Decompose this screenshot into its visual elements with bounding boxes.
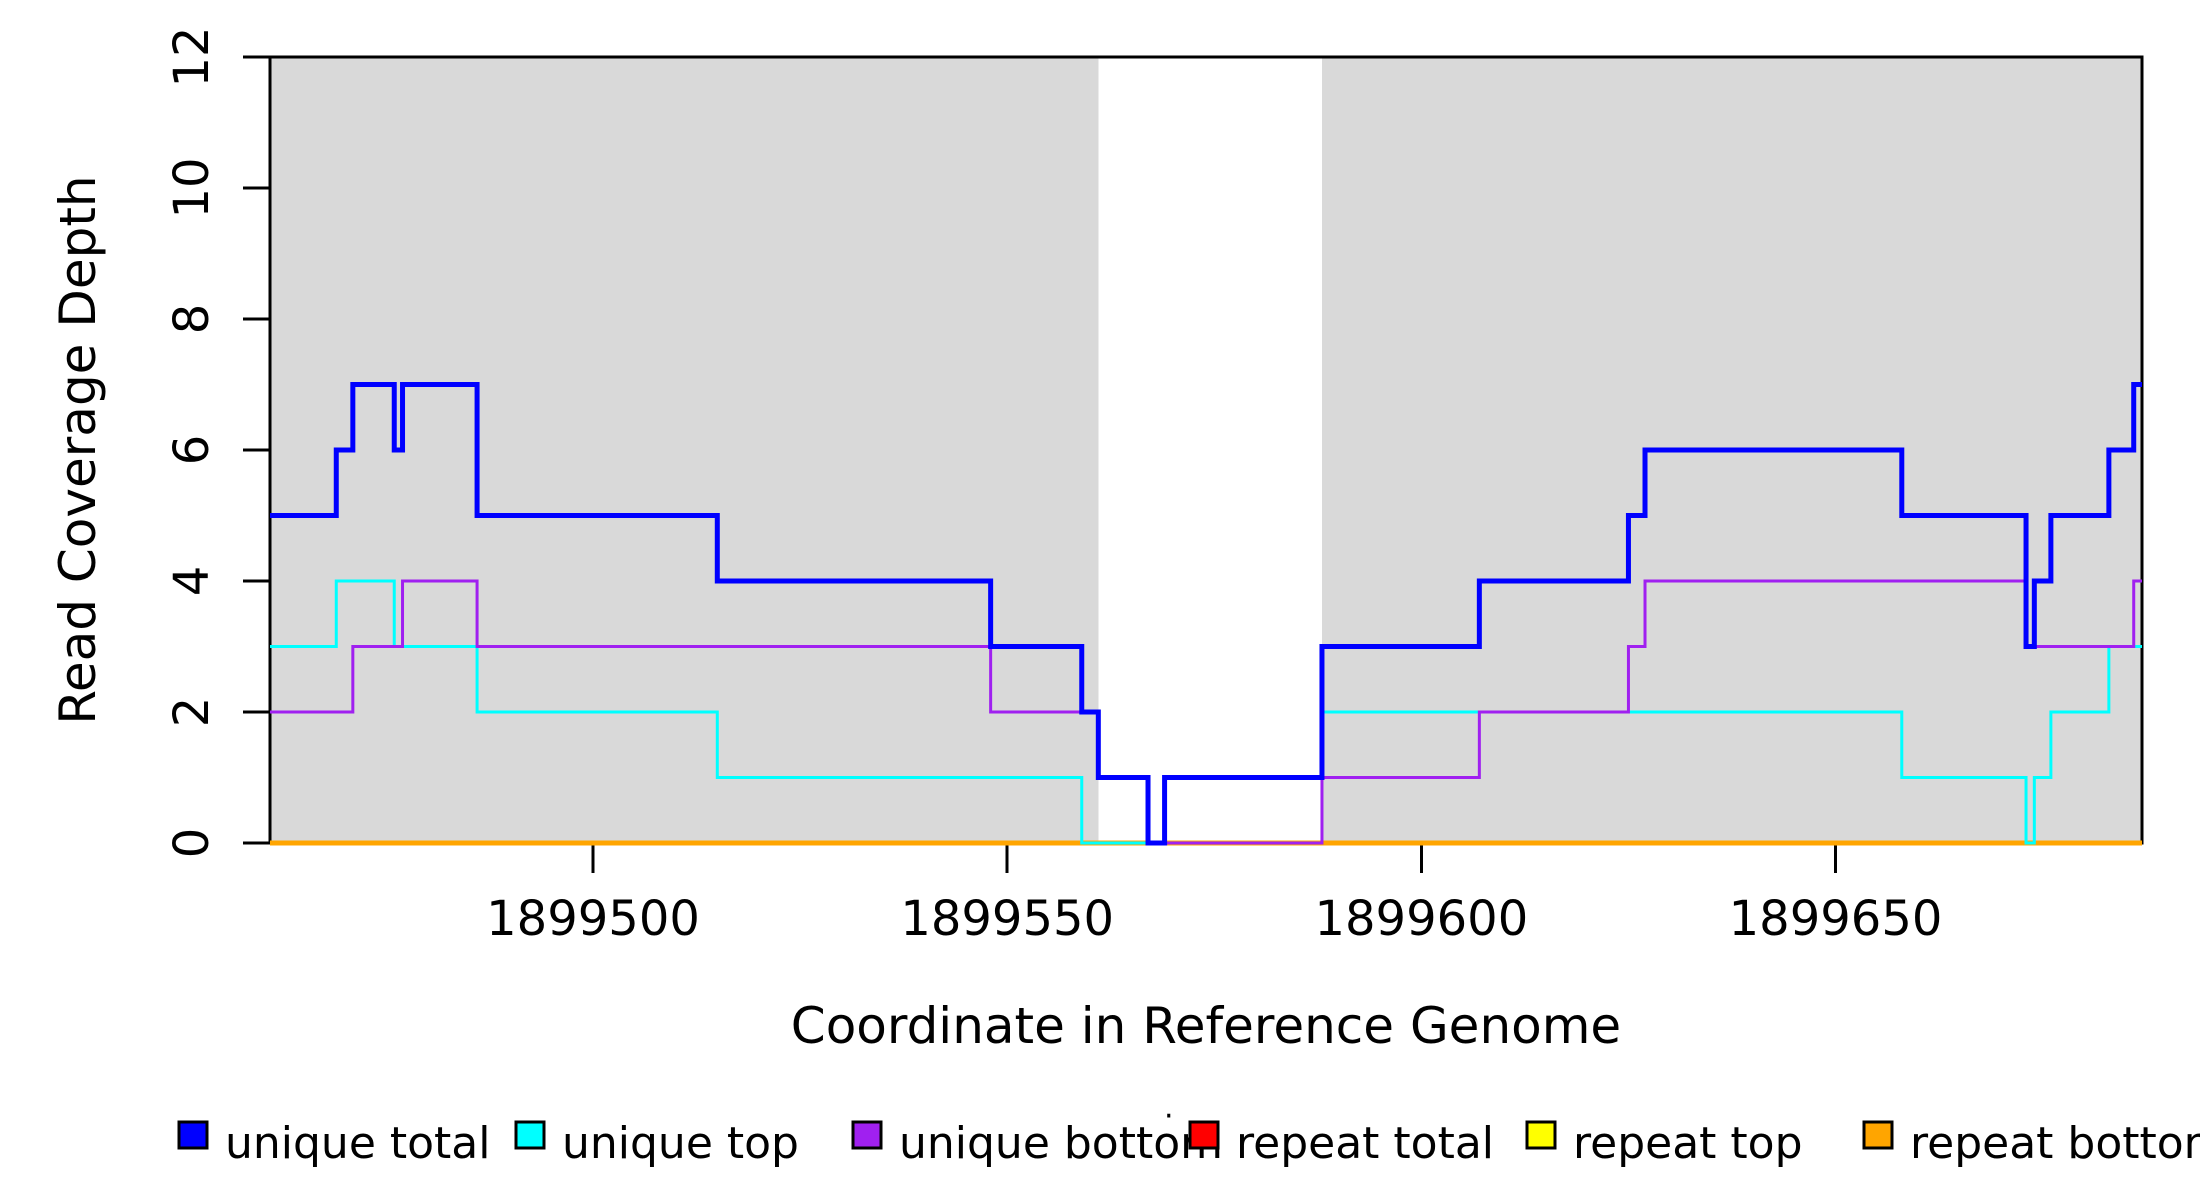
- y-tick-label-10: 10: [164, 157, 220, 218]
- x-tick-label-1899500: 1899500: [486, 891, 700, 947]
- legend-item-repeat-top: repeat top: [1525, 1118, 1803, 1169]
- legend-label-unique-top: unique top: [562, 1118, 799, 1169]
- legend-item-unique-top: unique top: [514, 1118, 799, 1169]
- legend-item-repeat-total: repeat total: [1188, 1118, 1494, 1169]
- legend-swatch-repeat-bottom: [1862, 1120, 1894, 1150]
- legend-swatch-unique-top: [514, 1120, 546, 1150]
- legend-swatch-unique-bottom: [851, 1120, 883, 1150]
- y-axis-title: Read Coverage Depth: [49, 175, 107, 724]
- stray-mark: ·: [1164, 1099, 1174, 1134]
- legend-label-unique-bottom: unique bottom: [899, 1118, 1223, 1169]
- series-unique-total: [270, 382, 2142, 846]
- x-tick-label-1899550: 1899550: [900, 891, 1114, 947]
- series-unique-bottom: [270, 579, 2142, 845]
- y-tick-label-6: 6: [164, 435, 220, 466]
- y-tick-label-0: 0: [164, 828, 220, 859]
- y-tick-label-8: 8: [164, 304, 220, 335]
- legend-swatch-repeat-top: [1525, 1120, 1557, 1150]
- legend-item-repeat-bottom: repeat bottom: [1862, 1118, 2200, 1169]
- legend-label-repeat-bottom: repeat bottom: [1910, 1118, 2200, 1169]
- legend-label-repeat-top: repeat top: [1573, 1118, 1803, 1169]
- legend: unique total unique top unique bottom repea…: [177, 1099, 2200, 1169]
- x-axis-title: Coordinate in Reference Genome: [791, 997, 1621, 1055]
- legend-swatch-unique-total: [177, 1120, 209, 1150]
- y-tick-label-4: 4: [164, 566, 220, 597]
- x-tick-label-1899650: 1899650: [1729, 891, 1943, 947]
- y-tick-label-12: 12: [164, 26, 220, 87]
- legend-label-unique-total: unique total: [225, 1118, 490, 1169]
- x-tick-label-1899600: 1899600: [1314, 891, 1528, 947]
- legend-item-unique-bottom: unique bottom: [851, 1118, 1223, 1169]
- legend-swatch-repeat-total: [1188, 1120, 1220, 1150]
- legend-label-repeat-total: repeat total: [1236, 1118, 1494, 1169]
- y-tick-label-2: 2: [164, 697, 220, 728]
- legend-item-unique-total: unique total: [177, 1118, 490, 1169]
